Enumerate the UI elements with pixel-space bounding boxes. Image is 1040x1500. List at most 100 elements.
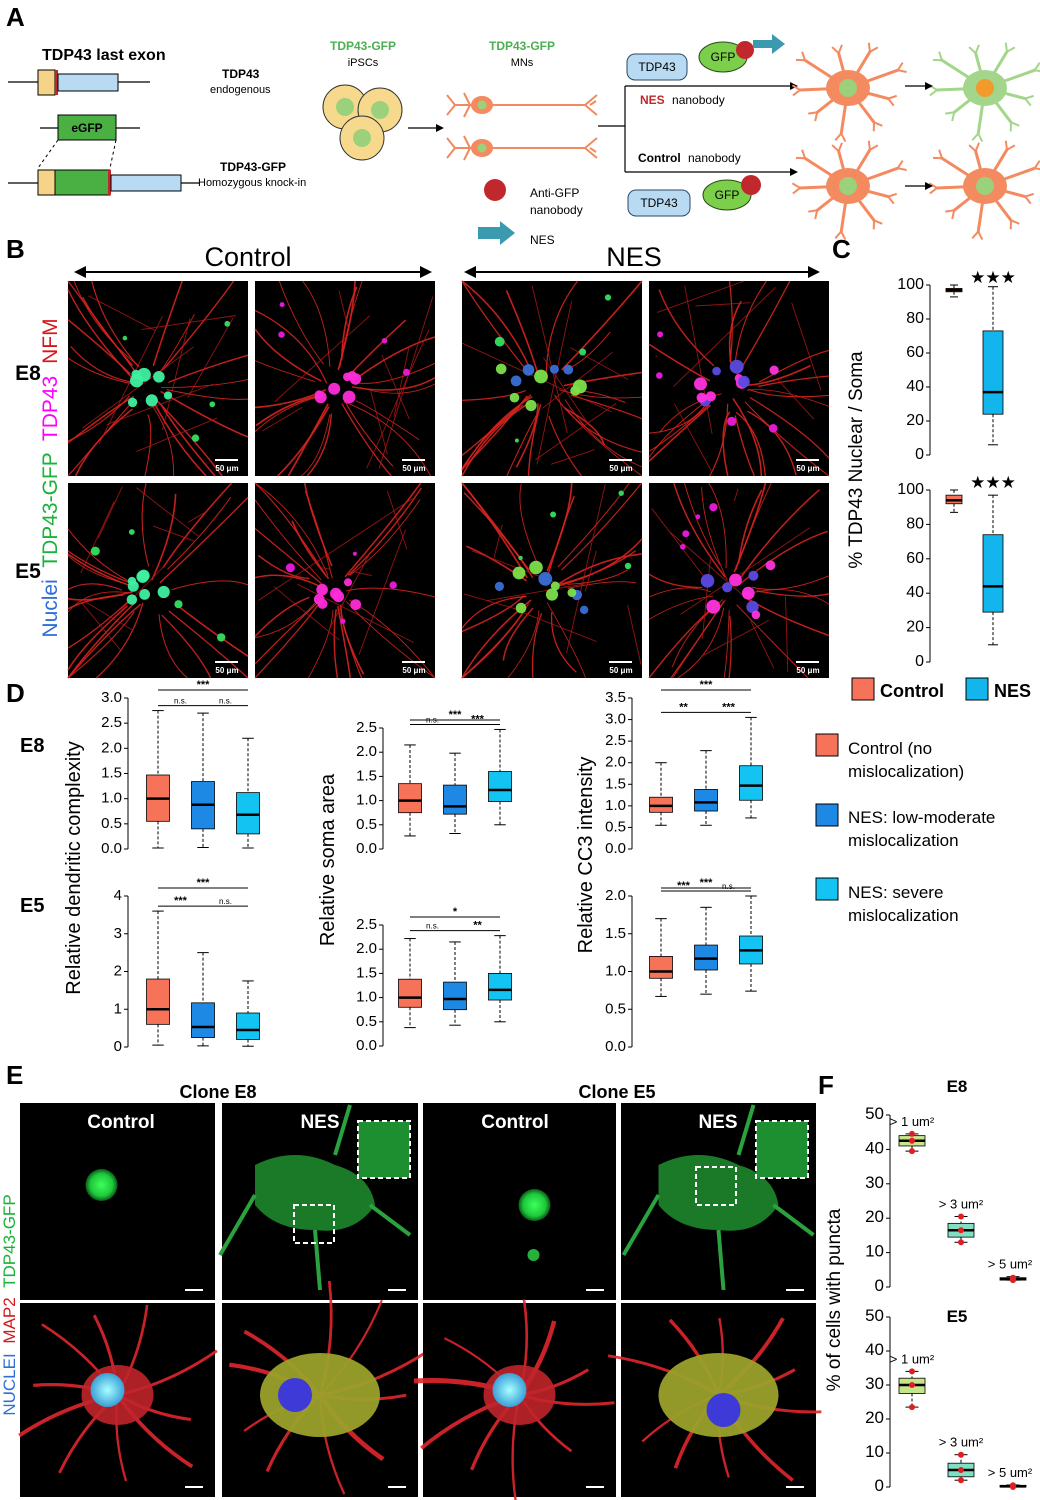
neurite: [502, 607, 534, 661]
neurite: [546, 482, 573, 572]
y-tick-label: 2.0: [356, 940, 377, 957]
neurite: [254, 328, 322, 382]
d-plot: 0.00.51.01.52.02.5 n.s. ***: [356, 906, 512, 1054]
neuron-branch: [1024, 94, 1035, 100]
c-ylabel: % TDP43 Nuclear / Soma: [846, 351, 867, 569]
ipsc-title: TDP43-GFP: [330, 39, 396, 53]
neurite: [673, 482, 726, 578]
f-point: [958, 1451, 964, 1458]
neurite: [160, 390, 249, 438]
cell-nucleus: [729, 359, 744, 374]
f-point: [909, 1404, 915, 1411]
knockin-gfp: [54, 169, 111, 196]
neurite: [550, 611, 577, 673]
neuron-branch: [873, 121, 883, 127]
y-tick-label: 40: [865, 1138, 884, 1157]
neuron-branch: [968, 46, 977, 54]
neurite: [254, 499, 322, 581]
neuron-branch: [831, 144, 840, 152]
neurite: [545, 280, 579, 377]
d-box: [191, 952, 215, 1047]
neuron-branch: [1010, 219, 1020, 225]
neurite: [735, 482, 772, 570]
cell-scatter: [657, 331, 664, 338]
neuron-nucleus: [976, 79, 994, 97]
mn-sub: MNs: [511, 57, 534, 69]
d-row-e8: E8: [20, 735, 44, 757]
neurite: [158, 614, 188, 679]
d-legend-severe-2: mislocalization: [848, 906, 959, 925]
e-roi-box: [293, 1204, 335, 1244]
y-tick-label: 2.0: [356, 743, 377, 760]
d-legend-low-1: NES: low-moderate: [848, 808, 995, 827]
neurite: [754, 589, 830, 605]
y-tick-label: 20: [906, 619, 924, 636]
comparison-label: ***: [700, 679, 714, 691]
neuron-branch: [945, 111, 955, 115]
neuron-branch: [1006, 46, 1016, 53]
neurite: [701, 487, 728, 581]
cell-scatter: [128, 529, 135, 535]
neuron-branch: [834, 132, 842, 141]
y-tick-label: 0.0: [356, 1037, 377, 1054]
neurite: [254, 604, 319, 679]
e-gfp-image: [423, 1103, 616, 1300]
f-category-label: > 5 um²: [988, 1257, 1033, 1272]
f-category-label: > 3 um²: [939, 1435, 984, 1450]
neuron-branch: [887, 192, 898, 198]
neurite: [67, 553, 135, 588]
f-point: [958, 1239, 964, 1246]
neuron-branch: [929, 89, 938, 97]
cell-nucleus: [342, 390, 356, 404]
e-stain-gfp: TDP43-GFP: [0, 1194, 19, 1288]
y-tick-label: 3.0: [605, 711, 626, 728]
y-tick-label: 60: [906, 344, 924, 361]
f-category-label: > 1 um²: [890, 1351, 935, 1366]
d-plot: 0.0 0.5 1.0 1.5 2.0 *** n.s. ***: [605, 877, 763, 1055]
box-iqr: [236, 1012, 260, 1040]
neurite: [461, 395, 528, 470]
gfp-label-ctrl: GFP: [715, 188, 740, 202]
neurite: [734, 415, 756, 477]
neurite-bg: [162, 318, 191, 431]
cell-nucleus: [126, 594, 138, 605]
knockin-utr: [110, 174, 182, 192]
y-tick-label: 1.5: [605, 925, 626, 942]
neurite: [254, 309, 328, 384]
c-legend-nes-swatch: [965, 677, 989, 701]
f-point: [1010, 1482, 1016, 1489]
gfp-label-nes: GFP: [711, 50, 736, 64]
box-iqr: [488, 771, 512, 802]
neurite: [507, 610, 540, 679]
cell-nucleus: [344, 578, 352, 587]
comparison-label: n.s.: [174, 697, 187, 706]
ipsc-cells: [322, 84, 403, 161]
neuron-branch: [1033, 160, 1040, 169]
neurite: [737, 489, 763, 564]
y-tick-label: 2.5: [605, 732, 626, 749]
neurite: [168, 610, 249, 679]
neurite: [304, 491, 333, 579]
y-tick-label: 20: [865, 1207, 884, 1226]
neurite: [254, 360, 316, 383]
y-tick-label: 0.0: [101, 840, 122, 857]
neurite-bg: [136, 417, 218, 453]
neurite: [648, 343, 711, 382]
cell-nucleus: [722, 582, 733, 593]
y-tick-label: 2.0: [605, 754, 626, 771]
neuron-branch: [869, 46, 879, 53]
e-nucleus: [492, 1373, 527, 1407]
neuron-branch: [801, 149, 806, 159]
neurite: [287, 403, 329, 477]
neurite: [168, 354, 249, 383]
cell-nucleus: [314, 391, 327, 404]
panel-label-e: E: [6, 1060, 23, 1090]
y-tick-label: 1.5: [101, 765, 122, 782]
comparison-label: n.s.: [219, 697, 232, 706]
y-tick-label: 2.0: [101, 739, 122, 756]
comparison-label: ***: [174, 895, 188, 907]
neurite: [570, 394, 643, 420]
box-iqr: [191, 1002, 215, 1038]
c-legend-control-swatch: [851, 677, 875, 701]
neurite: [748, 388, 830, 398]
